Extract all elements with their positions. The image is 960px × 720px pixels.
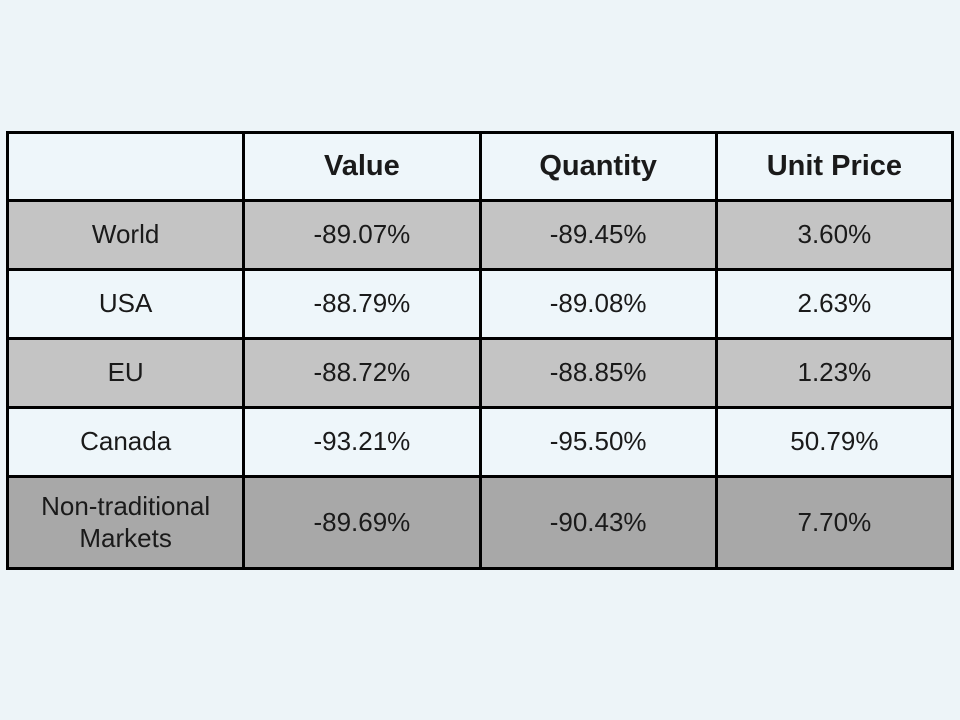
cell-unit-price: 50.79% [714,406,955,478]
corner-cell [5,131,246,202]
comparison-table: Value Quantity Unit Price World -89.07% … [5,131,955,570]
column-header-unit-price: Unit Price [714,131,955,202]
header-row: Value Quantity Unit Price [5,131,955,202]
cell-value: -88.79% [242,268,482,340]
cell-value: -89.69% [242,475,482,570]
cell-quantity: -88.85% [478,337,718,409]
table-row-usa: USA -88.79% -89.08% 2.63% [5,268,955,340]
row-label: EU [5,337,246,409]
row-label: Canada [5,406,246,478]
cell-quantity: -90.43% [478,475,718,570]
table-row-non-traditional-markets: Non-traditional Markets -89.69% -90.43% … [5,475,955,570]
cell-quantity: -95.50% [478,406,718,478]
table-row-eu: EU -88.72% -88.85% 1.23% [5,337,955,409]
table-row-world: World -89.07% -89.45% 3.60% [5,199,955,271]
cell-value: -88.72% [242,337,482,409]
column-header-value: Value [242,131,482,202]
cell-unit-price: 7.70% [714,475,955,570]
cell-unit-price: 1.23% [714,337,955,409]
row-label: USA [5,268,246,340]
table-row-canada: Canada -93.21% -95.50% 50.79% [5,406,955,478]
cell-unit-price: 3.60% [714,199,955,271]
row-label: Non-traditional Markets [5,475,246,570]
cell-value: -93.21% [242,406,482,478]
column-header-quantity: Quantity [478,131,718,202]
cell-unit-price: 2.63% [714,268,955,340]
row-label: World [5,199,246,271]
cell-value: -89.07% [242,199,482,271]
cell-quantity: -89.45% [478,199,718,271]
cell-quantity: -89.08% [478,268,718,340]
